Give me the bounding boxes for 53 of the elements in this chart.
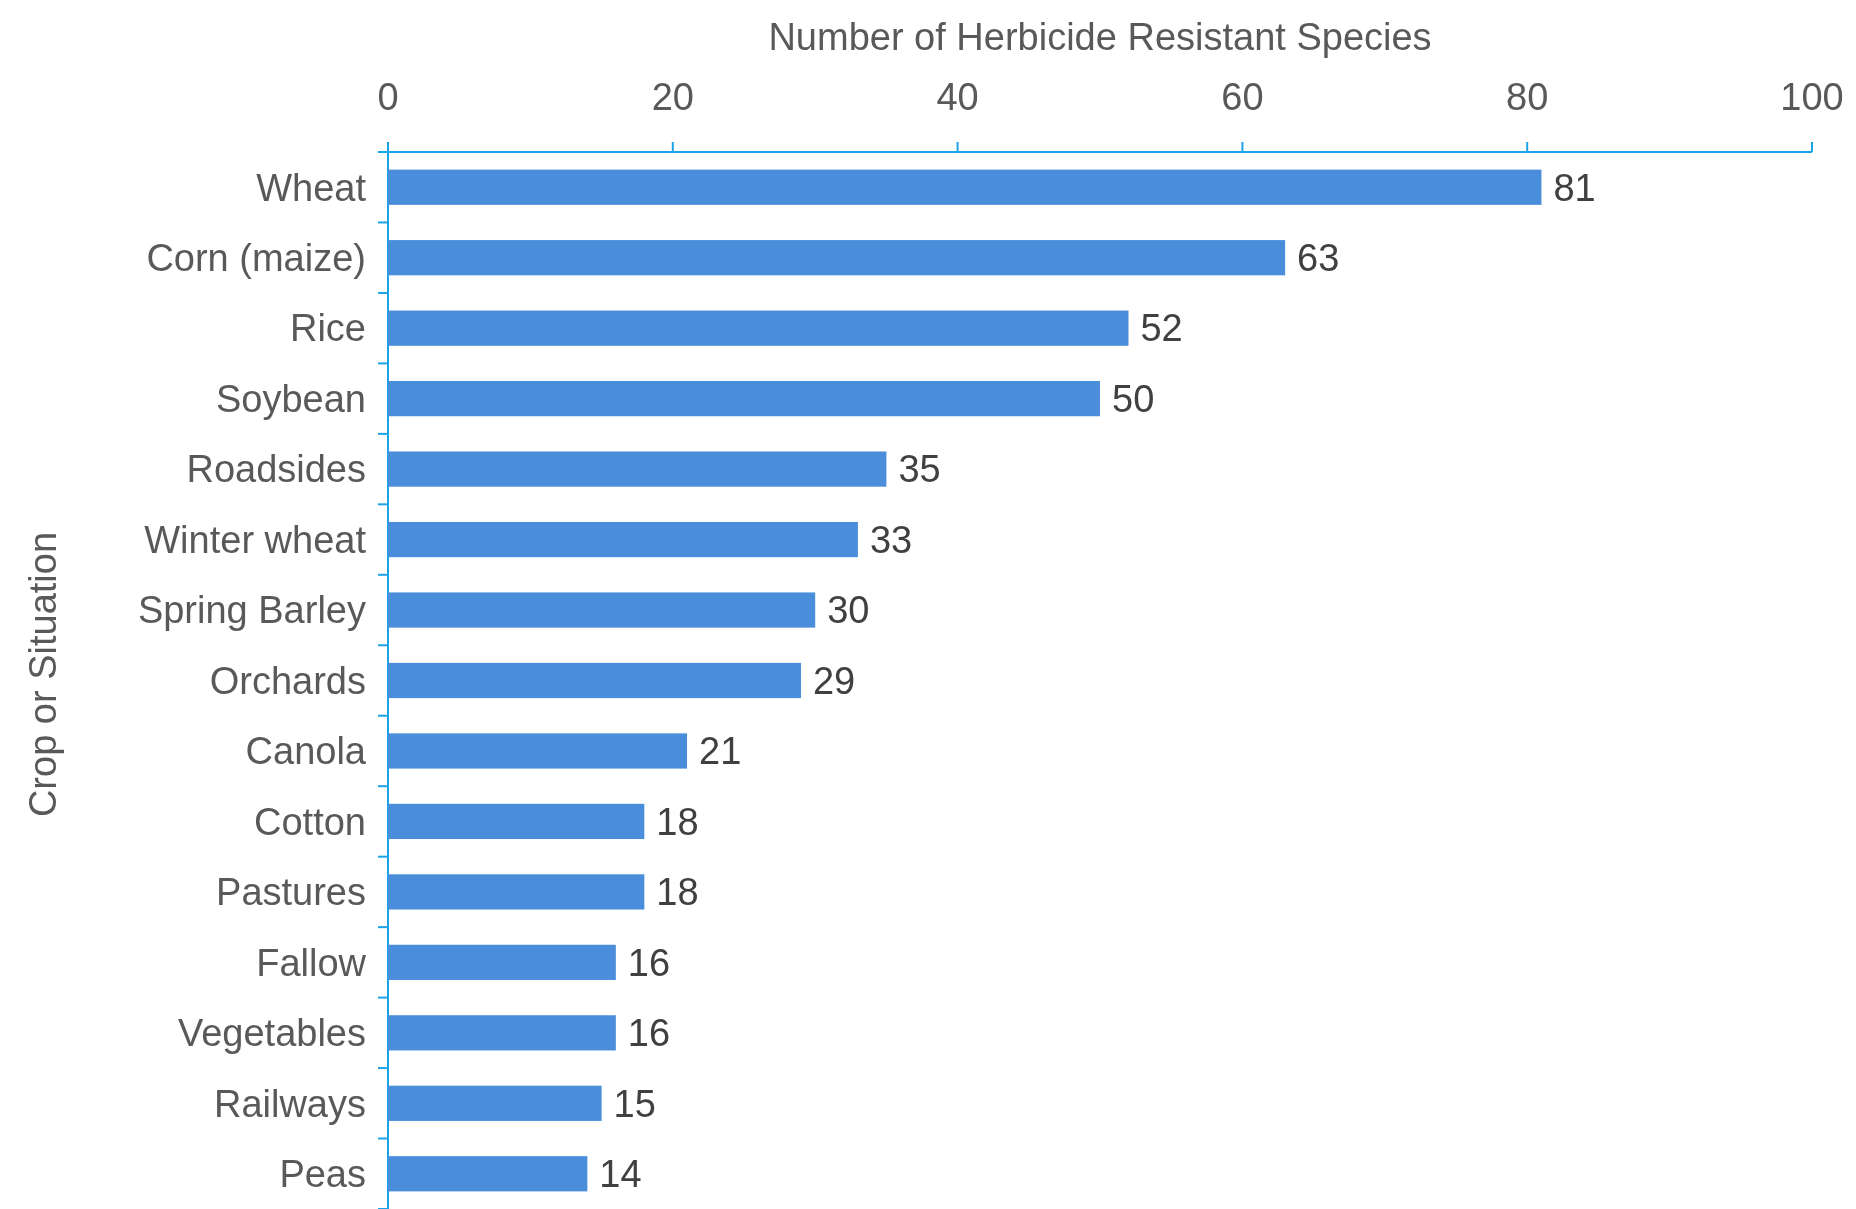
bar [388,874,645,910]
data-label: 14 [599,1153,642,1196]
bar [388,451,887,487]
x-tick-label: 20 [651,76,694,118]
bar [388,240,1286,276]
bar [388,1085,602,1121]
bar [388,310,1129,346]
bar [388,381,1100,417]
data-label: 30 [827,589,870,632]
y-tick-label: Spring Barley [137,589,366,632]
data-label: 29 [812,659,856,702]
data-label: 15 [613,1082,656,1125]
bar [388,521,858,558]
x-tick-label: 40 [936,76,979,118]
data-label: 16 [627,1012,671,1055]
bar [388,1156,588,1192]
y-tick-label: Corn (maize) [146,237,366,279]
y-tick-label: Railways [213,1082,366,1125]
data-label: 52 [1140,307,1183,350]
data-label: 21 [699,730,742,773]
data-label: 18 [656,871,699,914]
y-tick-label: Roadsides [186,448,366,491]
y-axis-title: Crop or Situation [22,531,64,818]
bar [388,803,645,840]
bar [388,662,801,699]
data-label: 63 [1297,237,1340,279]
x-tick-label: 100 [1780,76,1844,118]
x-tick-label: 0 [377,76,399,118]
bar [388,169,1542,205]
y-tick-label: Vegetables [177,1012,366,1055]
y-tick-label: Fallow [256,941,367,984]
y-tick-label: Peas [279,1153,366,1196]
data-label: 50 [1112,377,1155,420]
y-tick-label: Rice [289,307,366,350]
data-label: 35 [898,448,941,491]
y-tick-label: Pastures [216,871,366,914]
data-label: 18 [656,800,699,843]
data-label: 81 [1553,166,1596,209]
bar [388,592,816,628]
y-tick-label: Canola [245,730,367,773]
data-label: 33 [869,518,913,561]
y-tick-label: Orchards [209,659,366,702]
y-tick-label: Wheat [256,166,367,209]
y-tick-label: Soybean [215,377,366,420]
x-axis-title: Number of Herbicide Resistant Species [768,16,1432,58]
x-tick-label: 80 [1506,76,1549,118]
data-label: 16 [627,941,671,984]
y-tick-label: Winter wheat [144,518,367,561]
bar [388,1015,616,1051]
x-tick-label: 60 [1221,76,1264,118]
bar [388,944,616,980]
y-tick-label: Cotton [254,800,366,843]
bar [388,733,688,769]
